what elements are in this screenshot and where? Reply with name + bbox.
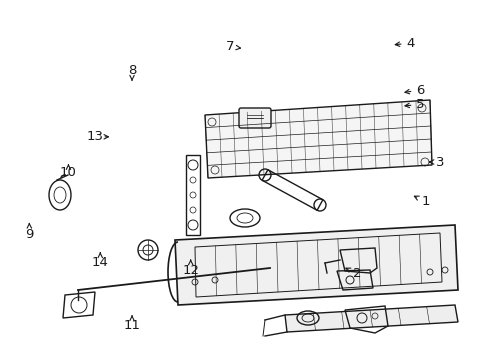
Text: 13: 13 [87, 130, 103, 143]
FancyBboxPatch shape [239, 108, 270, 128]
Polygon shape [285, 305, 457, 332]
Text: 7: 7 [225, 40, 234, 53]
Polygon shape [204, 100, 431, 178]
Text: 5: 5 [415, 98, 424, 111]
Text: 8: 8 [127, 64, 136, 77]
Text: 11: 11 [123, 319, 140, 332]
Text: 14: 14 [92, 256, 108, 269]
Polygon shape [175, 225, 457, 305]
Text: 3: 3 [435, 156, 444, 168]
Text: 12: 12 [182, 264, 199, 276]
Text: 2: 2 [352, 267, 361, 280]
Bar [185, 155, 200, 235]
Text: 4: 4 [406, 37, 414, 50]
Text: 1: 1 [420, 195, 429, 208]
Text: 6: 6 [415, 84, 424, 96]
Text: 9: 9 [25, 228, 34, 240]
Text: 10: 10 [60, 166, 77, 179]
